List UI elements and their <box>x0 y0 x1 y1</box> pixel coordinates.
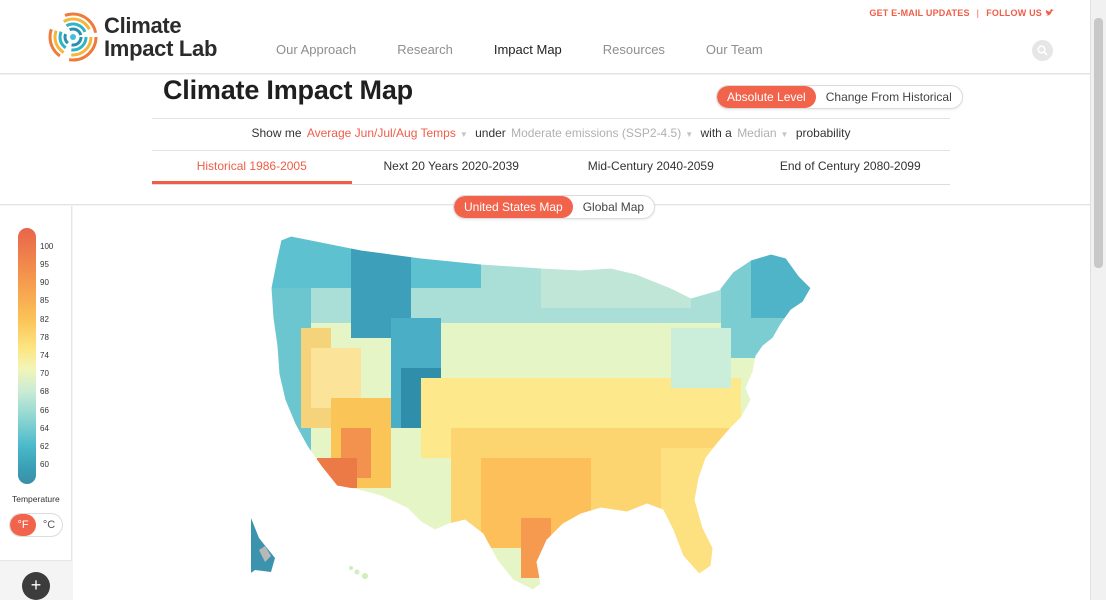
legend-label: 60 <box>40 460 49 469</box>
site-header: Climate Impact Lab Our Approach Research… <box>0 0 1106 74</box>
climate-impact-lab-logo-icon[interactable] <box>48 12 98 62</box>
map-canvas[interactable] <box>73 206 1090 600</box>
zoom-controls: + <box>0 560 72 600</box>
scenario-caret-icon[interactable]: ▼ <box>685 130 694 139</box>
top-links: GET E-MAIL UPDATES | FOLLOW US <box>869 8 1054 18</box>
tab-end-of-century[interactable]: End of Century 2080-2099 <box>779 159 921 173</box>
tab-next-20-years[interactable]: Next 20 Years 2020-2039 <box>383 159 519 173</box>
united-states-map-button[interactable]: United States Map <box>454 196 573 218</box>
tab-mid-century[interactable]: Mid-Century 2040-2059 <box>587 159 714 173</box>
nav-resources[interactable]: Resources <box>602 42 665 57</box>
metric-caret-icon[interactable]: ▼ <box>459 130 468 139</box>
legend-label: 95 <box>40 260 49 269</box>
global-map-button[interactable]: Global Map <box>582 200 645 214</box>
celsius-button[interactable]: °C <box>42 519 56 531</box>
temperature-color-scale <box>18 228 36 484</box>
legend-label: 70 <box>40 369 49 378</box>
zoom-in-button[interactable]: + <box>22 572 50 600</box>
map-fill <box>271 236 811 590</box>
legend-label: 68 <box>40 387 49 396</box>
unit-toggle: °F °C <box>9 513 63 537</box>
search-icon <box>1037 45 1048 56</box>
legend-label: 100 <box>40 242 54 251</box>
logo-line2: Impact Lab <box>104 36 218 61</box>
probability-caret-icon[interactable]: ▼ <box>780 130 789 139</box>
with-a-label: with a <box>700 126 732 140</box>
legend-label: 82 <box>40 315 49 324</box>
nav-our-approach[interactable]: Our Approach <box>276 42 357 57</box>
page-title: Climate Impact Map <box>163 75 413 105</box>
legend-label: 62 <box>40 442 49 451</box>
logo-wordmark[interactable]: Climate Impact Lab <box>104 14 217 60</box>
probability-dropdown[interactable]: Median <box>737 126 777 140</box>
scrollbar-thumb[interactable] <box>1094 18 1103 268</box>
twitter-icon[interactable] <box>1045 9 1054 17</box>
alaska-southeast <box>259 546 271 562</box>
absolute-level-button[interactable]: Absolute Level <box>717 86 816 108</box>
period-tabs: Historical 1986-2005 Next 20 Years 2020-… <box>152 151 950 185</box>
map-control-panel: Climate Impact Map Absolute Level Change… <box>0 75 1090 205</box>
legend-label: 74 <box>40 351 49 360</box>
legend-label: 64 <box>40 424 49 433</box>
follow-us-link[interactable]: FOLLOW US <box>986 8 1042 18</box>
page-scrollbar[interactable] <box>1090 0 1106 600</box>
nav-impact-map[interactable]: Impact Map <box>493 42 562 57</box>
map-type-toggle: United States Map Global Map <box>453 195 656 219</box>
probability-label: probability <box>795 126 851 140</box>
hawaii-islands <box>349 566 368 579</box>
show-me-sentence: Show me Average Jun/Jul/Aug Temps ▼ under… <box>152 126 950 140</box>
under-label: under <box>475 126 506 140</box>
nav-our-team[interactable]: Our Team <box>705 42 763 57</box>
metric-dropdown[interactable]: Average Jun/Jul/Aug Temps <box>306 126 456 140</box>
nav-research[interactable]: Research <box>397 42 453 57</box>
us-outline <box>270 235 812 591</box>
main-nav: Our Approach Research Impact Map Resourc… <box>276 42 804 57</box>
legend-label: 90 <box>40 278 49 287</box>
legend-label: 78 <box>40 333 49 342</box>
legend-title: Temperature <box>12 494 60 504</box>
legend-label: 85 <box>40 296 49 305</box>
change-from-historical-button[interactable]: Change From Historical <box>825 90 952 104</box>
email-updates-link[interactable]: GET E-MAIL UPDATES <box>869 8 970 18</box>
tab-historical[interactable]: Historical 1986-2005 <box>152 151 352 184</box>
alaska-shape <box>251 518 275 573</box>
scenario-dropdown[interactable]: Moderate emissions (SSP2-4.5) <box>511 126 682 140</box>
fahrenheit-button[interactable]: °F <box>10 514 36 536</box>
us-temperature-map[interactable] <box>251 228 851 600</box>
legend-label: 66 <box>40 406 49 415</box>
legend-sidebar: 100 95 90 85 82 78 74 70 68 66 64 62 60 … <box>0 206 72 600</box>
top-links-separator: | <box>976 8 980 18</box>
panel-divider <box>152 118 950 119</box>
logo-line1: Climate <box>104 13 182 38</box>
show-me-label: Show me <box>251 126 302 140</box>
search-button[interactable] <box>1032 40 1053 61</box>
level-toggle: Absolute Level Change From Historical <box>716 85 963 109</box>
panel-divider-2 <box>152 150 950 151</box>
